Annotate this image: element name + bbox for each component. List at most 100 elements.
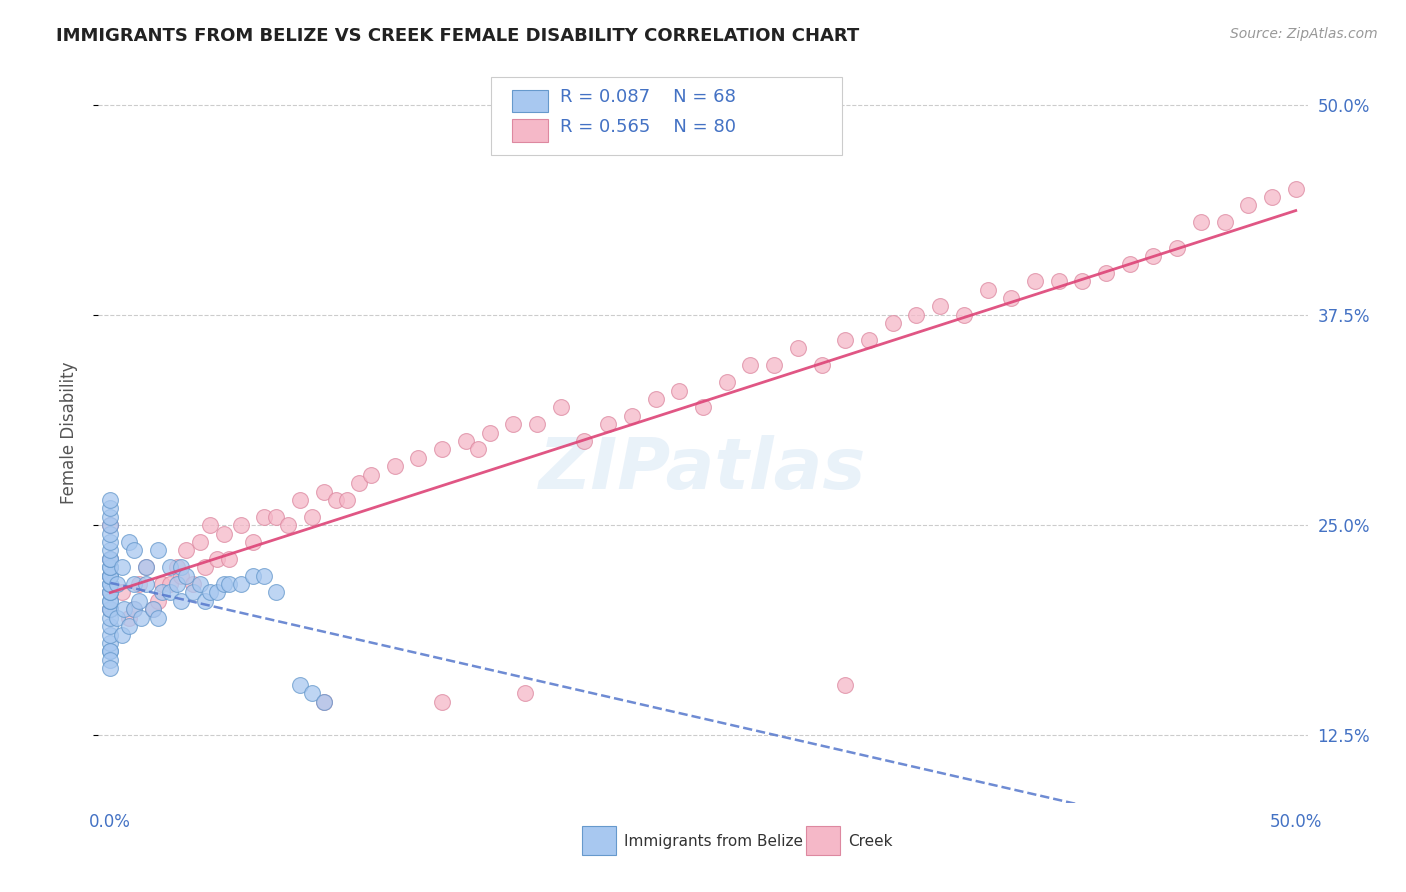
Point [515, 686, 537, 700]
Point [166, 560, 188, 574]
Point [98, 585, 121, 599]
Point [454, 434, 477, 448]
Bar [512, 90, 548, 112]
Point [159, 560, 181, 574]
Point [190, 535, 212, 549]
Point [105, 577, 128, 591]
Point [740, 359, 762, 373]
Point [142, 602, 165, 616]
Point [1024, 274, 1046, 288]
Point [432, 695, 454, 709]
Point [98, 577, 121, 591]
Point [264, 509, 287, 524]
Point [194, 594, 217, 608]
Point [98, 551, 121, 566]
Point [135, 560, 157, 574]
Point [218, 577, 240, 591]
Point [146, 543, 169, 558]
Point [174, 568, 197, 582]
Point [98, 568, 121, 582]
Point [98, 518, 121, 533]
Point [128, 594, 150, 608]
Point [408, 450, 430, 465]
Point [1166, 240, 1188, 255]
Point [229, 577, 252, 591]
Point [668, 384, 690, 398]
Point [152, 577, 174, 591]
Y-axis label: Female Disability: Female Disability [59, 361, 77, 504]
Point [212, 526, 235, 541]
Point [347, 476, 370, 491]
Point [198, 518, 221, 533]
Point [105, 610, 128, 624]
Point [467, 442, 489, 457]
Point [190, 577, 212, 591]
Point [301, 686, 323, 700]
Point [98, 644, 121, 658]
Point [98, 568, 121, 582]
Point [288, 492, 311, 507]
Point [312, 695, 335, 709]
Point [834, 678, 856, 692]
Point [834, 333, 856, 347]
Bar [512, 120, 548, 142]
Point [550, 401, 572, 415]
Point [882, 316, 904, 330]
Bar [582, 827, 616, 855]
Point [253, 509, 276, 524]
Text: R = 0.087    N = 68: R = 0.087 N = 68 [561, 88, 737, 106]
Point [122, 543, 145, 558]
Point [1000, 291, 1022, 305]
Point [1237, 198, 1260, 212]
Point [98, 551, 121, 566]
Point [432, 442, 454, 457]
Point [111, 585, 134, 599]
Point [98, 585, 121, 599]
Text: IMMIGRANTS FROM BELIZE VS CREEK FEMALE DISABILITY CORRELATION CHART: IMMIGRANTS FROM BELIZE VS CREEK FEMALE D… [56, 27, 859, 45]
Point [111, 627, 134, 641]
Point [135, 577, 157, 591]
Point [146, 610, 169, 624]
Point [129, 610, 152, 624]
Point [312, 695, 335, 709]
Point [135, 560, 157, 574]
Point [1189, 215, 1212, 229]
Point [242, 535, 264, 549]
Point [1047, 274, 1070, 288]
Point [166, 577, 188, 591]
Point [98, 551, 121, 566]
Point [122, 577, 145, 591]
Point [98, 543, 121, 558]
Point [786, 342, 808, 356]
Point [146, 594, 169, 608]
Point [976, 283, 998, 297]
Point [98, 518, 121, 533]
Point [159, 585, 181, 599]
Point [692, 401, 714, 415]
Point [98, 636, 121, 650]
Point [98, 509, 121, 524]
Point [170, 594, 193, 608]
Point [644, 392, 666, 406]
Point [118, 619, 141, 633]
Point [212, 577, 235, 591]
Point [229, 518, 252, 533]
Point [111, 560, 134, 574]
Point [122, 602, 145, 616]
Point [325, 492, 347, 507]
Point [242, 568, 264, 582]
Bar [806, 827, 839, 855]
Point [1095, 266, 1118, 280]
FancyBboxPatch shape [492, 78, 842, 155]
Point [384, 459, 406, 474]
Point [478, 425, 501, 440]
Point [277, 518, 299, 533]
Text: ZIPatlas: ZIPatlas [540, 435, 866, 504]
Point [620, 409, 643, 423]
Point [198, 585, 221, 599]
Point [716, 375, 738, 389]
Point [98, 501, 121, 516]
Point [98, 560, 121, 574]
Point [858, 333, 880, 347]
Point [98, 602, 121, 616]
